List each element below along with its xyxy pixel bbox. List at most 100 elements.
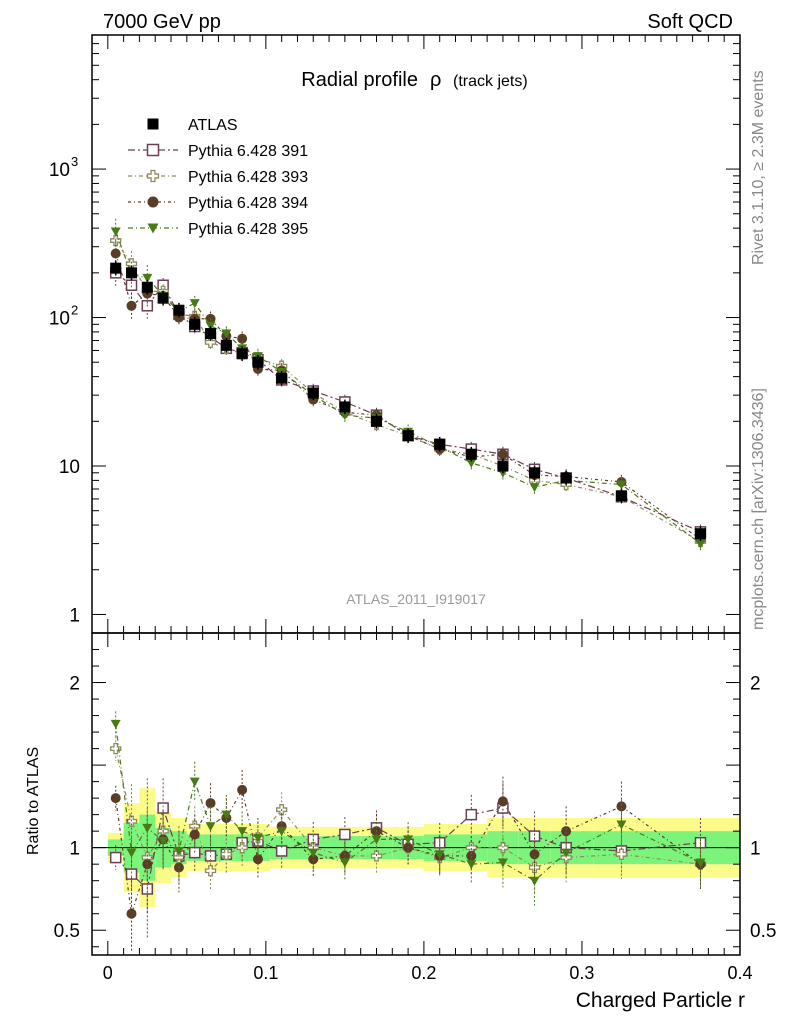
y-tick-exponent: 3: [71, 154, 78, 169]
legend-label: Pythia 6.428 394: [188, 195, 308, 212]
legend-label: Pythia 6.428 395: [188, 221, 308, 238]
data-point: [560, 472, 572, 484]
legend-entry: Pythia 6.428 395: [128, 221, 308, 238]
ratio-point: [497, 796, 508, 807]
data-point: [221, 329, 232, 339]
y-tick-label: 10: [59, 457, 80, 478]
data-point: [141, 281, 153, 293]
mcplots-reference-label: mcplots.cern.ch [arXiv:1306.3436]: [750, 388, 767, 630]
ratio-line: [115, 788, 701, 914]
ratio-point: [339, 828, 351, 841]
data-point: [529, 483, 540, 493]
x-tick-label: 0.2: [411, 963, 436, 983]
rivet-version-label: Rivet 3.1.10, ≥ 2.3M events: [750, 70, 767, 265]
ratio-point: [158, 837, 169, 847]
data-point: [497, 449, 508, 460]
ratio-point: [142, 823, 153, 833]
ratio-y-tick-label: 2: [69, 674, 80, 695]
ratio-point: [237, 827, 248, 837]
data-point: [189, 299, 200, 309]
chart-title: Radial profile: [301, 69, 418, 91]
ratio-line: [115, 723, 701, 882]
ratio-point: [528, 830, 541, 842]
ratio-point: [173, 851, 185, 864]
data-point: [126, 300, 137, 311]
chart-title-suffix: (track jets): [453, 73, 528, 90]
ratio-point: [615, 848, 628, 860]
y-tick-label: 1: [69, 605, 80, 626]
data-point: [204, 336, 217, 349]
series-line: [115, 240, 701, 543]
header-process: Soft QCD: [647, 11, 733, 33]
ratio-y-axis-label: Ratio to ATLAS: [25, 747, 42, 855]
ratio-point: [204, 865, 217, 877]
data-point: [339, 401, 351, 413]
data-point: [173, 304, 185, 316]
ratio-point: [616, 820, 627, 830]
ratio-point: [252, 833, 263, 843]
data-point: [220, 339, 232, 351]
legend-marker: [146, 169, 160, 183]
ratio-point: [616, 801, 627, 812]
x-tick-label: 0: [103, 963, 113, 983]
header-energy: 7000 GeV pp: [103, 11, 221, 33]
ratio-point: [126, 908, 137, 919]
data-point: [497, 460, 509, 472]
ratio-point: [173, 846, 184, 856]
y-tick-label: 10: [49, 160, 70, 181]
data-point: [205, 328, 217, 340]
legend-label: Pythia 6.428 393: [188, 169, 308, 186]
data-point: [110, 248, 121, 259]
ratio-point: [308, 854, 319, 865]
data-point: [142, 273, 153, 283]
ratio-point: [561, 848, 572, 858]
ratio-point: [529, 876, 540, 886]
data-point: [126, 267, 138, 279]
ratio-point: [339, 858, 350, 868]
ratio-point: [465, 808, 478, 821]
x-tick-label: 0.3: [569, 963, 594, 983]
data-point: [529, 467, 541, 479]
data-point: [339, 411, 350, 421]
analysis-watermark: ATLAS_2011_I919017: [346, 591, 486, 607]
ratio-point: [497, 858, 508, 868]
series-line: [115, 272, 701, 533]
x-tick-label: 0.1: [253, 963, 278, 983]
legend-entry: ATLAS: [147, 117, 238, 134]
data-point: [694, 528, 706, 540]
ratio-point: [276, 827, 287, 837]
data-point: [236, 348, 248, 360]
ratio-point: [237, 784, 248, 795]
ratio-series-s395: [110, 711, 706, 906]
ratio-point: [403, 835, 414, 845]
legend-marker: [147, 223, 159, 234]
data-point: [252, 356, 264, 368]
ratio-point: [529, 849, 540, 860]
ratio-point: [434, 850, 445, 860]
ratio-point: [205, 822, 216, 832]
series-line: [115, 231, 701, 545]
ratio-y-tick-label: 0.5: [54, 921, 80, 942]
ratio-point: [221, 810, 232, 820]
data-point: [370, 415, 382, 427]
legend-marker: [147, 196, 159, 208]
ratio-y-tick-label: 2: [750, 674, 761, 695]
chart-title-symbol: ρ: [430, 69, 441, 91]
ratio-point: [695, 858, 706, 868]
ratio-line: [115, 805, 701, 891]
x-tick-label: 0.4: [727, 963, 752, 983]
legend-label: Pythia 6.428 391: [188, 143, 308, 160]
data-point: [465, 448, 477, 460]
ratio-point: [561, 826, 572, 837]
legend-entry: Pythia 6.428 393: [128, 169, 308, 186]
ratio-y-tick-label: 1: [69, 839, 80, 860]
data-point: [110, 262, 122, 274]
data-point: [110, 227, 121, 237]
data-point: [695, 539, 706, 549]
series-line: [115, 253, 701, 540]
data-point: [434, 438, 446, 450]
ratio-y-tick-label: 0.5: [750, 921, 776, 942]
series-atlas: [110, 260, 706, 541]
